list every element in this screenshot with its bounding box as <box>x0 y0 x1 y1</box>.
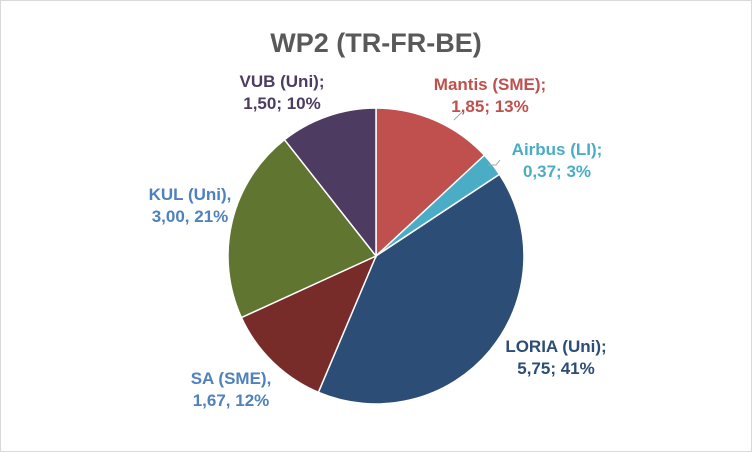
data-label-airbus-li: Airbus (LI); 0,37; 3% <box>512 140 603 181</box>
data-label-kul-uni: KUL (Uni), 3,00, 21% <box>149 185 232 226</box>
data-label-sa-sme: SA (SME), 1,67, 12% <box>191 369 272 410</box>
pie-slice-loria-uni <box>317 173 525 405</box>
data-label-mantis-sme: Mantis (SME); 1,85; 13% <box>434 75 546 116</box>
pie-slice-sa-sme <box>240 254 378 394</box>
pie-slice-vub-uni <box>283 107 377 259</box>
data-label-vub-uni: VUB (Uni); 1,50; 10% <box>240 72 325 113</box>
leader-line <box>488 159 501 166</box>
chart-title: WP2 (TR-FR-BE) <box>270 28 481 58</box>
pie-slice-mantis-sme <box>375 107 486 258</box>
data-label-loria-uni: LORIA (Uni); 5,75; 41% <box>505 337 606 378</box>
pie-slice-kul-uni <box>227 138 378 319</box>
leader-line <box>453 111 463 121</box>
